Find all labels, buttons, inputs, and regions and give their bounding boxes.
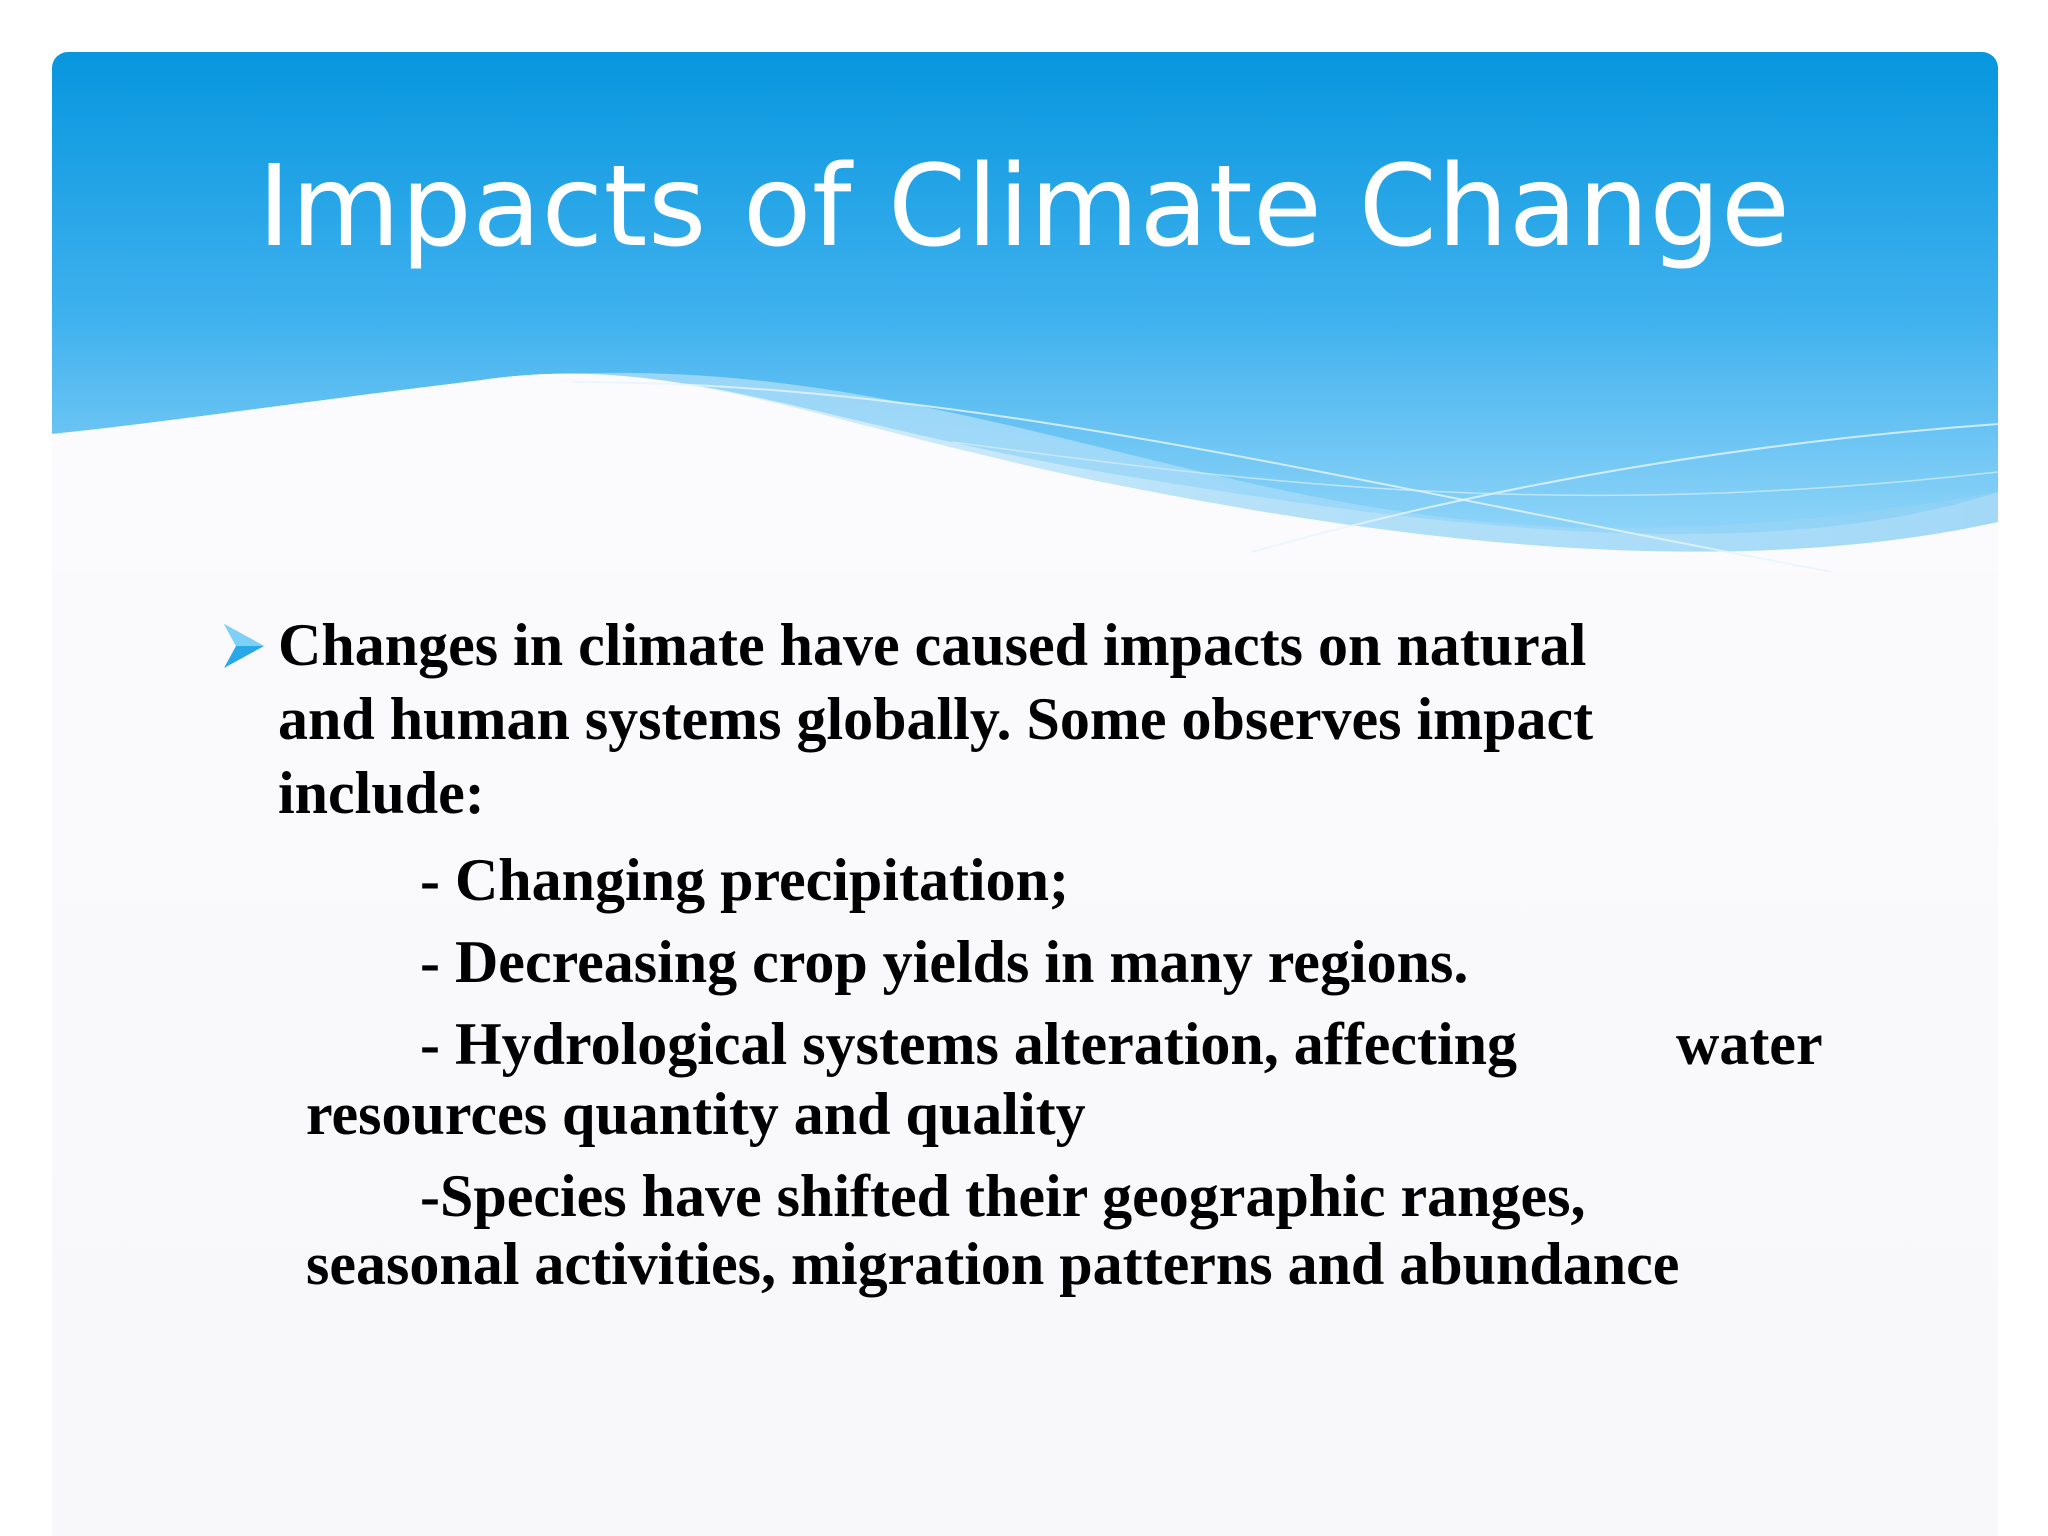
bullet-line: and human systems globally. Some observe… (278, 686, 1594, 752)
sub-item-hydrological-cont: resources quantity and quality (306, 1081, 1086, 1147)
bullet-line: include: (278, 760, 485, 826)
sub-item-species-cont: seasonal activities, migration patterns … (306, 1231, 1680, 1297)
sub-item-precipitation: - Changing precipitation; (420, 847, 1069, 913)
header-wave-background (52, 52, 1998, 572)
sub-item-hydrological: - Hydrological systems alteration, affec… (420, 1011, 1518, 1077)
sub-item-hydrological-tail: water (1676, 1011, 1823, 1077)
bullet-text: Changes in climate have caused impacts o… (278, 608, 1818, 830)
sub-item-crop-yields: - Decreasing crop yields in many regions… (420, 929, 1469, 995)
arrow-bullet-icon (224, 624, 264, 668)
sub-item-species: -Species have shifted their geographic r… (420, 1163, 1586, 1229)
slide-title: Impacts of Climate Change (257, 142, 1791, 272)
slide-panel (52, 52, 1998, 1536)
bullet-line: Changes in climate have caused impacts o… (278, 612, 1587, 678)
